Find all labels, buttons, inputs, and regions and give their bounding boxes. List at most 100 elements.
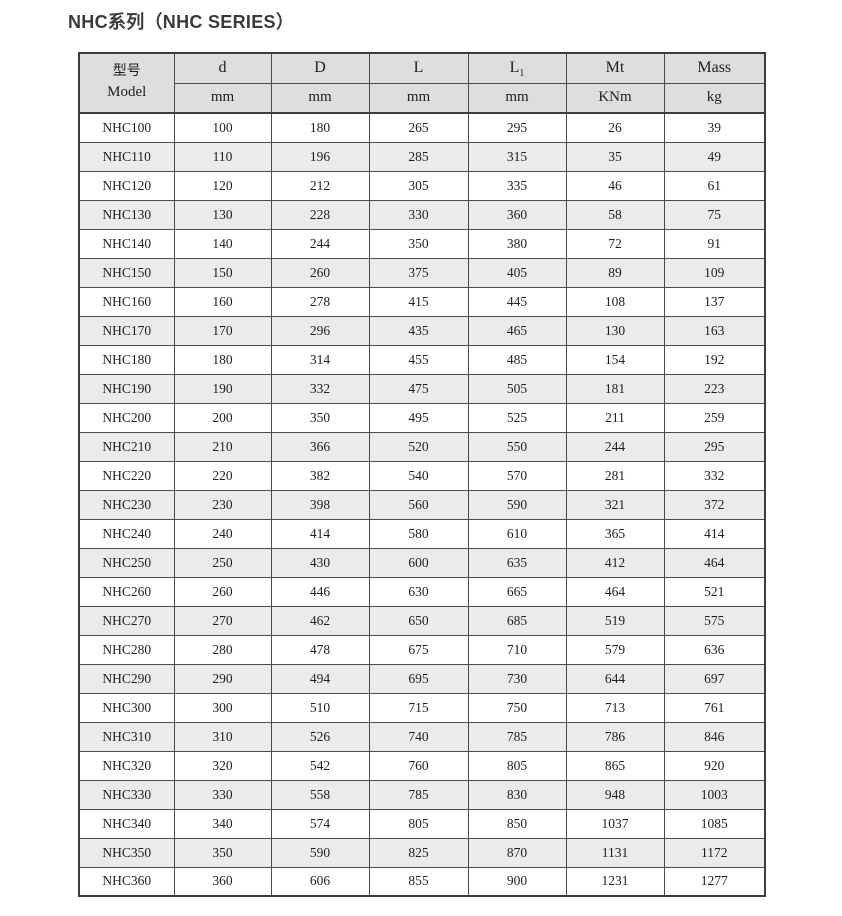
value-cell: 785 xyxy=(467,721,567,752)
value-cell: 570 xyxy=(467,460,567,491)
value-cell: 760 xyxy=(368,750,469,781)
table-row: NHC330 330 558 785 830 948 1003 xyxy=(78,779,766,810)
col-header-d: d xyxy=(173,52,272,84)
value-cell: 1277 xyxy=(663,866,766,897)
value-cell: 109 xyxy=(663,257,766,288)
col-header-L1: L1 xyxy=(467,52,567,84)
value-cell: 855 xyxy=(368,866,469,897)
value-cell: 35 xyxy=(565,141,665,172)
value-cell: 525 xyxy=(467,402,567,433)
value-cell: 455 xyxy=(368,344,469,375)
model-header-cell: 型号 Model xyxy=(78,52,175,114)
header-unit-row: mm mm mm mm KNm kg xyxy=(79,82,766,114)
value-cell: 430 xyxy=(270,547,370,578)
table-row: NHC190 190 332 475 505 181 223 xyxy=(78,373,766,404)
value-cell: 695 xyxy=(368,663,469,694)
table-row: NHC110 110 196 285 315 35 49 xyxy=(78,141,766,172)
value-cell: 212 xyxy=(270,170,370,201)
table-row: NHC260 260 446 630 665 464 521 xyxy=(78,576,766,607)
value-cell: 825 xyxy=(368,837,469,868)
table-row: NHC130 130 228 330 360 58 75 xyxy=(78,199,766,230)
value-cell: 464 xyxy=(565,576,665,607)
value-cell: 558 xyxy=(270,779,370,810)
table-row: NHC300 300 510 715 750 713 761 xyxy=(78,692,766,723)
value-cell: 519 xyxy=(565,605,665,636)
value-cell: 260 xyxy=(270,257,370,288)
value-cell: 785 xyxy=(368,779,469,810)
col-header-d-label: d xyxy=(218,59,227,77)
value-cell: 140 xyxy=(173,228,272,259)
value-cell: 181 xyxy=(565,373,665,404)
value-cell: 465 xyxy=(467,315,567,346)
table-body: NHC100 100 180 265 295 26 39 NHC110 110 196 285 315… xyxy=(78,112,766,897)
col-header-L1-label: L xyxy=(509,59,520,77)
value-cell: 372 xyxy=(663,489,766,520)
col-unit-Mt: KNm xyxy=(565,82,665,114)
model-cell: NHC300 xyxy=(78,692,175,723)
value-cell: 665 xyxy=(467,576,567,607)
value-cell: 281 xyxy=(565,460,665,491)
col-unit-L: mm xyxy=(368,82,469,114)
value-cell: 270 xyxy=(173,605,272,636)
model-cell: NHC320 xyxy=(78,750,175,781)
value-cell: 685 xyxy=(467,605,567,636)
value-cell: 314 xyxy=(270,344,370,375)
value-cell: 446 xyxy=(270,576,370,607)
model-cell: NHC150 xyxy=(78,257,175,288)
value-cell: 365 xyxy=(565,518,665,549)
table-row: NHC210 210 366 520 550 244 295 xyxy=(78,431,766,462)
model-cell: NHC310 xyxy=(78,721,175,752)
value-cell: 761 xyxy=(663,692,766,723)
value-cell: 644 xyxy=(565,663,665,694)
value-cell: 520 xyxy=(368,431,469,462)
table-row: NHC150 150 260 375 405 89 109 xyxy=(78,257,766,288)
value-cell: 435 xyxy=(368,315,469,346)
value-cell: 190 xyxy=(173,373,272,404)
value-cell: 295 xyxy=(663,431,766,462)
value-cell: 260 xyxy=(173,576,272,607)
model-cell: NHC280 xyxy=(78,634,175,665)
table-row: NHC250 250 430 600 635 412 464 xyxy=(78,547,766,578)
value-cell: 120 xyxy=(173,170,272,201)
value-cell: 478 xyxy=(270,634,370,665)
value-cell: 630 xyxy=(368,576,469,607)
value-cell: 350 xyxy=(368,228,469,259)
value-cell: 786 xyxy=(565,721,665,752)
value-cell: 550 xyxy=(467,431,567,462)
value-cell: 39 xyxy=(663,112,766,143)
value-cell: 130 xyxy=(565,315,665,346)
table-row: NHC290 290 494 695 730 644 697 xyxy=(78,663,766,694)
value-cell: 310 xyxy=(173,721,272,752)
col-header-Mass-label: Mass xyxy=(697,59,732,77)
value-cell: 675 xyxy=(368,634,469,665)
value-cell: 163 xyxy=(663,315,766,346)
table-row: NHC170 170 296 435 465 130 163 xyxy=(78,315,766,346)
value-cell: 72 xyxy=(565,228,665,259)
model-cell: NHC190 xyxy=(78,373,175,404)
value-cell: 230 xyxy=(173,489,272,520)
value-cell: 650 xyxy=(368,605,469,636)
value-cell: 154 xyxy=(565,344,665,375)
value-cell: 244 xyxy=(565,431,665,462)
value-cell: 295 xyxy=(467,112,567,143)
value-cell: 170 xyxy=(173,315,272,346)
col-header-Mt: Mt xyxy=(565,52,665,84)
value-cell: 830 xyxy=(467,779,567,810)
value-cell: 697 xyxy=(663,663,766,694)
value-cell: 865 xyxy=(565,750,665,781)
model-cell: NHC140 xyxy=(78,228,175,259)
value-cell: 1172 xyxy=(663,837,766,868)
value-cell: 211 xyxy=(565,402,665,433)
value-cell: 200 xyxy=(173,402,272,433)
value-cell: 108 xyxy=(565,286,665,317)
table-row: NHC240 240 414 580 610 365 414 xyxy=(78,518,766,549)
model-cell: NHC220 xyxy=(78,460,175,491)
value-cell: 330 xyxy=(173,779,272,810)
value-cell: 600 xyxy=(368,547,469,578)
model-cell: NHC340 xyxy=(78,808,175,839)
value-cell: 485 xyxy=(467,344,567,375)
value-cell: 713 xyxy=(565,692,665,723)
value-cell: 415 xyxy=(368,286,469,317)
value-cell: 900 xyxy=(467,866,567,897)
value-cell: 635 xyxy=(467,547,567,578)
